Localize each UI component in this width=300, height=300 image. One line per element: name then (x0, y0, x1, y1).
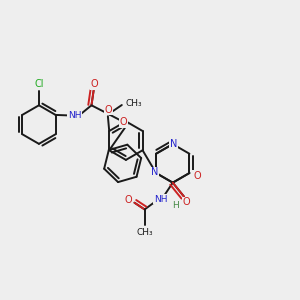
Text: O: O (183, 197, 190, 208)
Text: N: N (151, 167, 158, 178)
Text: O: O (120, 117, 128, 127)
Text: CH₃: CH₃ (136, 228, 153, 237)
Text: CH₃: CH₃ (126, 99, 142, 108)
Text: NH: NH (154, 195, 167, 204)
Text: O: O (193, 171, 201, 181)
Text: N: N (169, 139, 177, 148)
Text: O: O (90, 79, 98, 89)
Text: H: H (172, 201, 179, 210)
Text: O: O (105, 105, 112, 115)
Text: Cl: Cl (34, 80, 44, 89)
Text: O: O (125, 194, 132, 205)
Text: NH: NH (68, 111, 82, 120)
